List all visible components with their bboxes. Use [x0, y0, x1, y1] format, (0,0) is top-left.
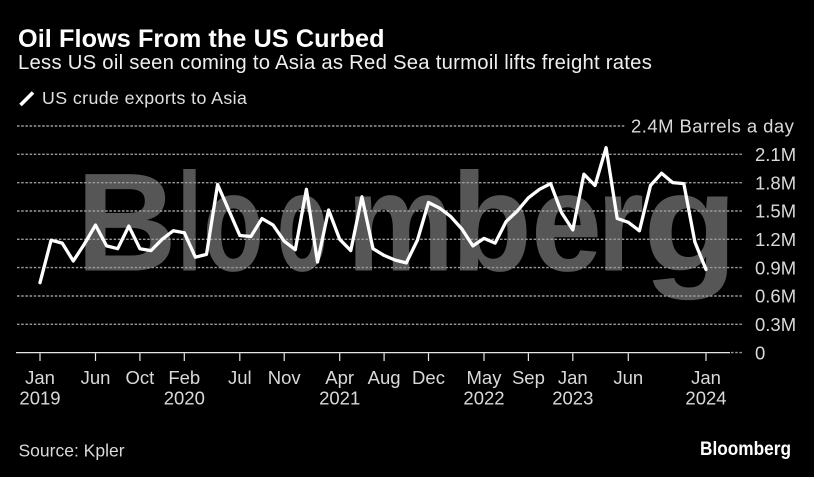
svg-text:0.9M: 0.9M [755, 257, 796, 278]
svg-text:2.4M Barrels a day: 2.4M Barrels a day [631, 116, 795, 137]
svg-text:Apr: Apr [325, 367, 354, 388]
svg-text:Nov: Nov [268, 367, 302, 388]
svg-text:Jan: Jan [558, 367, 588, 388]
svg-text:1.5M: 1.5M [755, 201, 796, 222]
svg-text:1.8M: 1.8M [755, 172, 796, 193]
svg-text:o: o [277, 144, 328, 301]
svg-text:Jan: Jan [691, 367, 721, 388]
svg-text:Dec: Dec [412, 367, 445, 388]
svg-text:Jul: Jul [228, 367, 252, 388]
svg-text:Oil Flows From the US Curbed: Oil Flows From the US Curbed [18, 25, 385, 53]
svg-text:Oct: Oct [126, 367, 155, 388]
svg-text:b: b [451, 144, 532, 301]
svg-text:m: m [347, 144, 454, 301]
svg-text:2023: 2023 [552, 388, 593, 409]
svg-text:B: B [76, 144, 177, 301]
svg-text:0.3M: 0.3M [755, 314, 796, 335]
svg-text:0: 0 [755, 342, 765, 363]
svg-text:Less US oil seen coming to Asi: Less US oil seen coming to Asia as Red S… [18, 52, 652, 74]
svg-text:0.6M: 0.6M [755, 286, 796, 307]
svg-text:2020: 2020 [164, 388, 205, 409]
svg-text:Jun: Jun [81, 367, 111, 388]
svg-text:2.1M: 2.1M [755, 144, 796, 165]
svg-text:2019: 2019 [19, 388, 60, 409]
svg-text:May: May [467, 367, 503, 388]
svg-text:2022: 2022 [463, 388, 504, 409]
svg-text:2021: 2021 [319, 388, 360, 409]
svg-text:l: l [177, 144, 202, 301]
svg-text:Source: Kpler: Source: Kpler [19, 441, 125, 461]
svg-text:Jun: Jun [613, 367, 643, 388]
svg-text:Aug: Aug [368, 367, 401, 388]
svg-text:Feb: Feb [168, 367, 200, 388]
svg-text:1.2M: 1.2M [755, 229, 796, 250]
svg-text:r: r [597, 144, 644, 301]
svg-text:Jan: Jan [25, 367, 55, 388]
svg-text:2024: 2024 [685, 388, 726, 409]
svg-text:US crude exports to Asia: US crude exports to Asia [42, 88, 247, 108]
svg-text:Bloomberg: Bloomberg [700, 439, 791, 460]
svg-text:Sep: Sep [512, 367, 545, 388]
